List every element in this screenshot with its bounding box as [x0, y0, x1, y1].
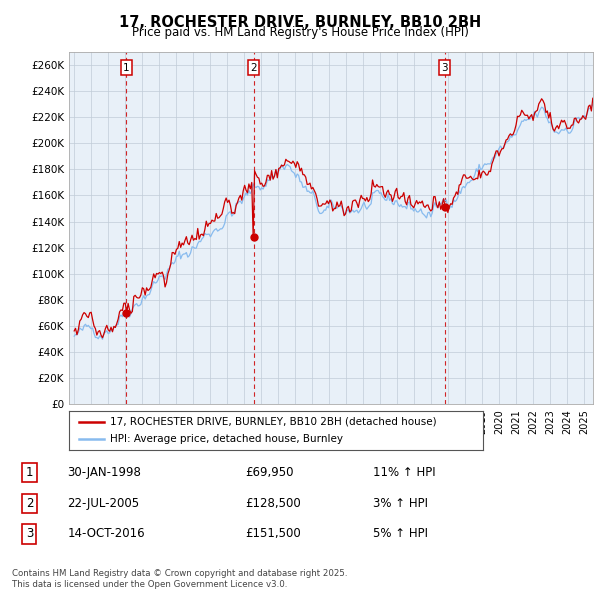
Text: 2: 2 [250, 63, 257, 73]
Text: HPI: Average price, detached house, Burnley: HPI: Average price, detached house, Burn… [110, 434, 343, 444]
Text: 22-JUL-2005: 22-JUL-2005 [67, 497, 139, 510]
Text: £128,500: £128,500 [245, 497, 301, 510]
Text: 5% ↑ HPI: 5% ↑ HPI [373, 527, 428, 540]
Text: Price paid vs. HM Land Registry's House Price Index (HPI): Price paid vs. HM Land Registry's House … [131, 26, 469, 39]
Text: 11% ↑ HPI: 11% ↑ HPI [373, 466, 436, 479]
Text: £151,500: £151,500 [245, 527, 301, 540]
Text: 17, ROCHESTER DRIVE, BURNLEY, BB10 2BH (detached house): 17, ROCHESTER DRIVE, BURNLEY, BB10 2BH (… [110, 417, 437, 427]
Text: 14-OCT-2016: 14-OCT-2016 [67, 527, 145, 540]
Text: 3: 3 [26, 527, 33, 540]
Text: 2: 2 [26, 497, 33, 510]
Text: 1: 1 [123, 63, 130, 73]
Text: Contains HM Land Registry data © Crown copyright and database right 2025.
This d: Contains HM Land Registry data © Crown c… [12, 569, 347, 589]
Text: 3% ↑ HPI: 3% ↑ HPI [373, 497, 428, 510]
Text: 30-JAN-1998: 30-JAN-1998 [67, 466, 141, 479]
Text: 3: 3 [442, 63, 448, 73]
Text: 1: 1 [26, 466, 33, 479]
Text: £69,950: £69,950 [245, 466, 293, 479]
Text: 17, ROCHESTER DRIVE, BURNLEY, BB10 2BH: 17, ROCHESTER DRIVE, BURNLEY, BB10 2BH [119, 15, 481, 30]
